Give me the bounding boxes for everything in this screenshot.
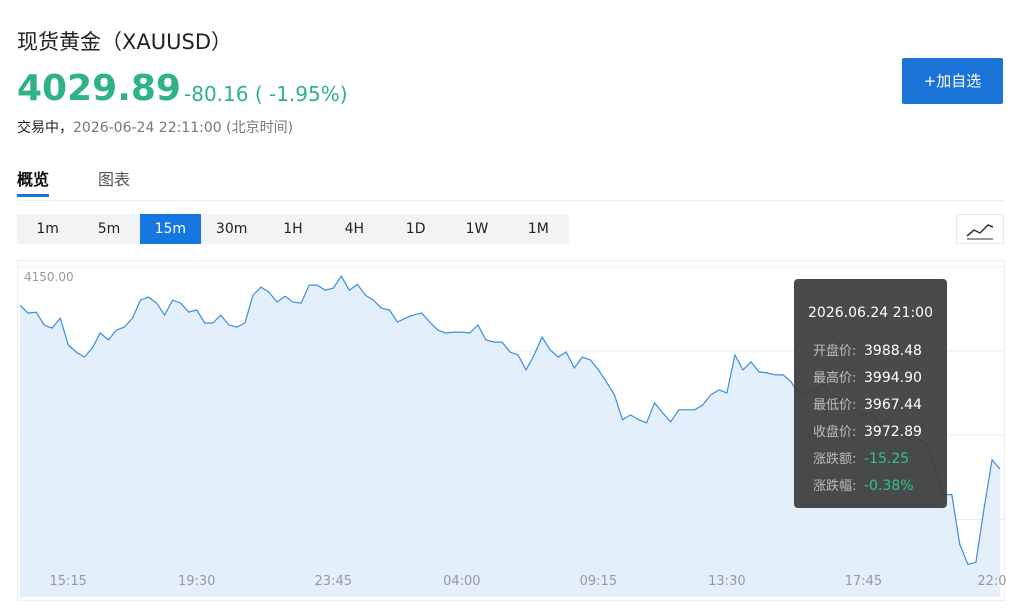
x-tick-label: 13:30 — [708, 574, 745, 589]
title: 现货黄金（XAUUSD） — [17, 30, 232, 54]
tooltip-row: 最低价: 3967.44 — [813, 394, 922, 413]
tooltip-row: 最高价: 3994.90 — [813, 367, 922, 386]
tooltip-label: 收盘价: — [813, 425, 857, 440]
tooltip-value: -15.25 — [864, 451, 910, 467]
interval-button[interactable]: 4H — [344, 221, 365, 237]
interval-button[interactable]: 30m — [215, 221, 248, 237]
x-tick-label: 09:15 — [580, 574, 617, 589]
chart-icon — [966, 224, 994, 240]
area-fill — [20, 276, 1000, 597]
time: 2026-06-24 22:11:00 (北京时间) — [73, 120, 294, 136]
status-text: 交易中， — [17, 120, 73, 136]
tooltip-value: 3994.90 — [864, 370, 922, 386]
chart-type-button[interactable] — [956, 214, 1004, 244]
interval-button[interactable]: 1H — [283, 221, 303, 237]
separator — [17, 200, 1004, 201]
status: 交易中，2026-06-24 22:11:00 (北京时间) — [17, 117, 293, 137]
interval-button[interactable]: 1D — [405, 221, 426, 237]
interval-button[interactable]: 1M — [527, 221, 549, 237]
x-tick-label: 22:0 — [977, 574, 1006, 589]
tooltip-value: 3988.48 — [864, 343, 922, 359]
x-tick-label: 23:45 — [315, 574, 352, 589]
tab[interactable]: 概览 — [17, 166, 50, 197]
tooltip-value: 3972.89 — [864, 424, 922, 440]
tooltip-row: 涨跌幅: -0.38% — [813, 475, 914, 494]
add-watchlist-button[interactable]: +加自选 — [902, 58, 1003, 104]
x-tick-label: 19:30 — [178, 574, 215, 589]
tooltip-label: 最高价: — [813, 371, 857, 386]
interval-button[interactable]: 1m — [36, 221, 59, 237]
interval-button[interactable]: 5m — [97, 221, 121, 237]
interval-button[interactable]: 1W — [465, 221, 489, 237]
tooltip: 2026.06.24 21:00 开盘价: 3988.48 最高价: 3994.90 最… — [794, 279, 947, 508]
price-change: -80.16 ( -1.95%) — [184, 82, 348, 106]
tooltip-label: 涨跌幅: — [813, 479, 857, 494]
x-tick-label: 17:45 — [845, 574, 882, 589]
tooltip-title: 2026.06.24 21:00 — [808, 305, 933, 321]
tooltip-label: 开盘价: — [813, 344, 857, 359]
interval-button[interactable]: 15m — [139, 214, 201, 244]
tab[interactable]: 图表 — [98, 170, 131, 189]
price: 4029.89 — [17, 68, 181, 109]
y-tick-label: 4150.00 — [24, 270, 74, 284]
tooltip-label: 涨跌额: — [813, 452, 857, 467]
tooltip-row: 涨跌额: -15.25 — [813, 448, 909, 467]
tooltip-value: 3967.44 — [864, 397, 922, 413]
tooltip-label: 最低价: — [813, 398, 857, 413]
tooltip-row: 收盘价: 3972.89 — [813, 421, 922, 440]
tooltip-row: 开盘价: 3988.48 — [813, 340, 922, 359]
x-tick-label: 04:00 — [443, 574, 480, 589]
tooltip-value: -0.38% — [864, 478, 914, 494]
chart-frame — [17, 260, 1005, 601]
x-tick-label: 15:15 — [49, 574, 86, 589]
interval-bar: 1m 5m 15m 30m 1H 4H 1D 1W 1M — [17, 214, 569, 244]
